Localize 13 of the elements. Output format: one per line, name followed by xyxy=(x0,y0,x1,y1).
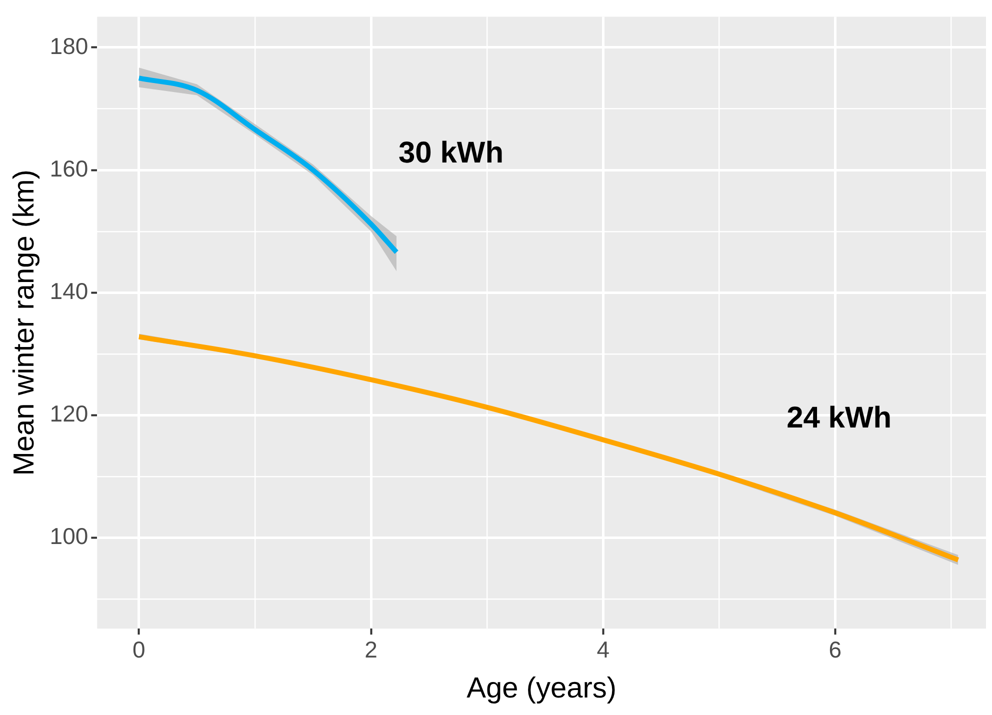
y-tick-label: 120 xyxy=(50,400,88,427)
x-tick-label: 2 xyxy=(364,636,378,663)
x-tick-label: 6 xyxy=(828,636,842,663)
x-axis-title: Age (years) xyxy=(466,672,617,705)
y-tick-label: 140 xyxy=(50,278,88,304)
y-tick-label: 180 xyxy=(50,32,88,59)
series-label: 24 kWh xyxy=(786,401,892,434)
series-label: 30 kWh xyxy=(398,136,504,170)
x-tick-label: 0 xyxy=(132,636,146,663)
y-tick-label: 160 xyxy=(50,155,88,182)
x-tick-label: 4 xyxy=(596,636,610,663)
y-tick-label: 100 xyxy=(50,523,88,550)
y-axis-title: Mean winter range (km) xyxy=(8,170,40,476)
